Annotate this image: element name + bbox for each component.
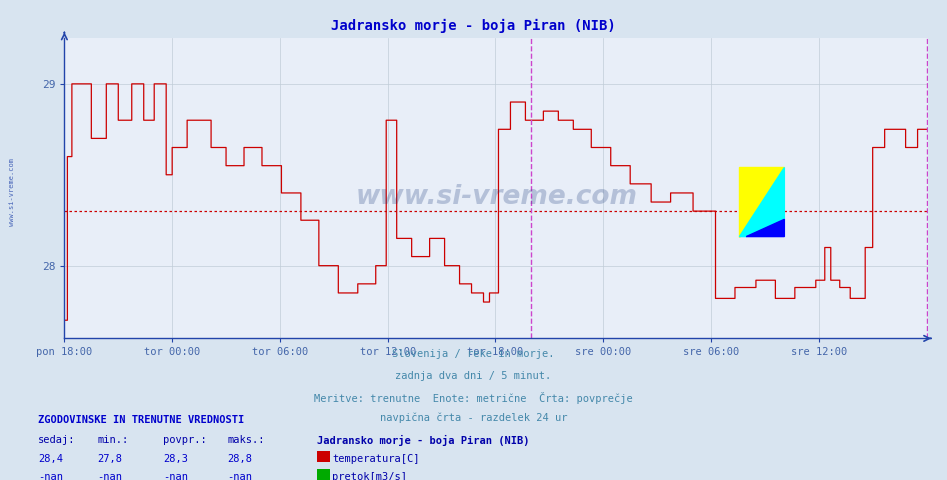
Text: www.si-vreme.com: www.si-vreme.com (9, 158, 15, 226)
Text: www.si-vreme.com: www.si-vreme.com (355, 184, 637, 210)
Polygon shape (740, 168, 784, 237)
Text: 28,8: 28,8 (227, 454, 252, 464)
Text: pretok[m3/s]: pretok[m3/s] (332, 472, 407, 480)
Text: navpična črta - razdelek 24 ur: navpična črta - razdelek 24 ur (380, 413, 567, 423)
Polygon shape (740, 168, 784, 237)
Text: 28,3: 28,3 (163, 454, 188, 464)
Text: 28,4: 28,4 (38, 454, 63, 464)
Text: Jadransko morje - boja Piran (NIB): Jadransko morje - boja Piran (NIB) (331, 19, 616, 33)
Text: maks.:: maks.: (227, 435, 265, 445)
Text: -nan: -nan (38, 472, 63, 480)
Text: -nan: -nan (163, 472, 188, 480)
Text: Slovenija / reke in morje.: Slovenija / reke in morje. (392, 349, 555, 360)
Text: sedaj:: sedaj: (38, 435, 76, 445)
Text: min.:: min.: (98, 435, 129, 445)
Text: ZGODOVINSKE IN TRENUTNE VREDNOSTI: ZGODOVINSKE IN TRENUTNE VREDNOSTI (38, 415, 244, 425)
Text: -nan: -nan (227, 472, 252, 480)
Text: 27,8: 27,8 (98, 454, 122, 464)
Polygon shape (746, 219, 784, 237)
Text: -nan: -nan (98, 472, 122, 480)
Text: zadnja dva dni / 5 minut.: zadnja dva dni / 5 minut. (396, 371, 551, 381)
Text: povpr.:: povpr.: (163, 435, 206, 445)
Text: Jadransko morje - boja Piran (NIB): Jadransko morje - boja Piran (NIB) (317, 435, 529, 446)
Text: temperatura[C]: temperatura[C] (332, 454, 420, 464)
Text: Meritve: trenutne  Enote: metrične  Črta: povprečje: Meritve: trenutne Enote: metrične Črta: … (314, 392, 633, 404)
